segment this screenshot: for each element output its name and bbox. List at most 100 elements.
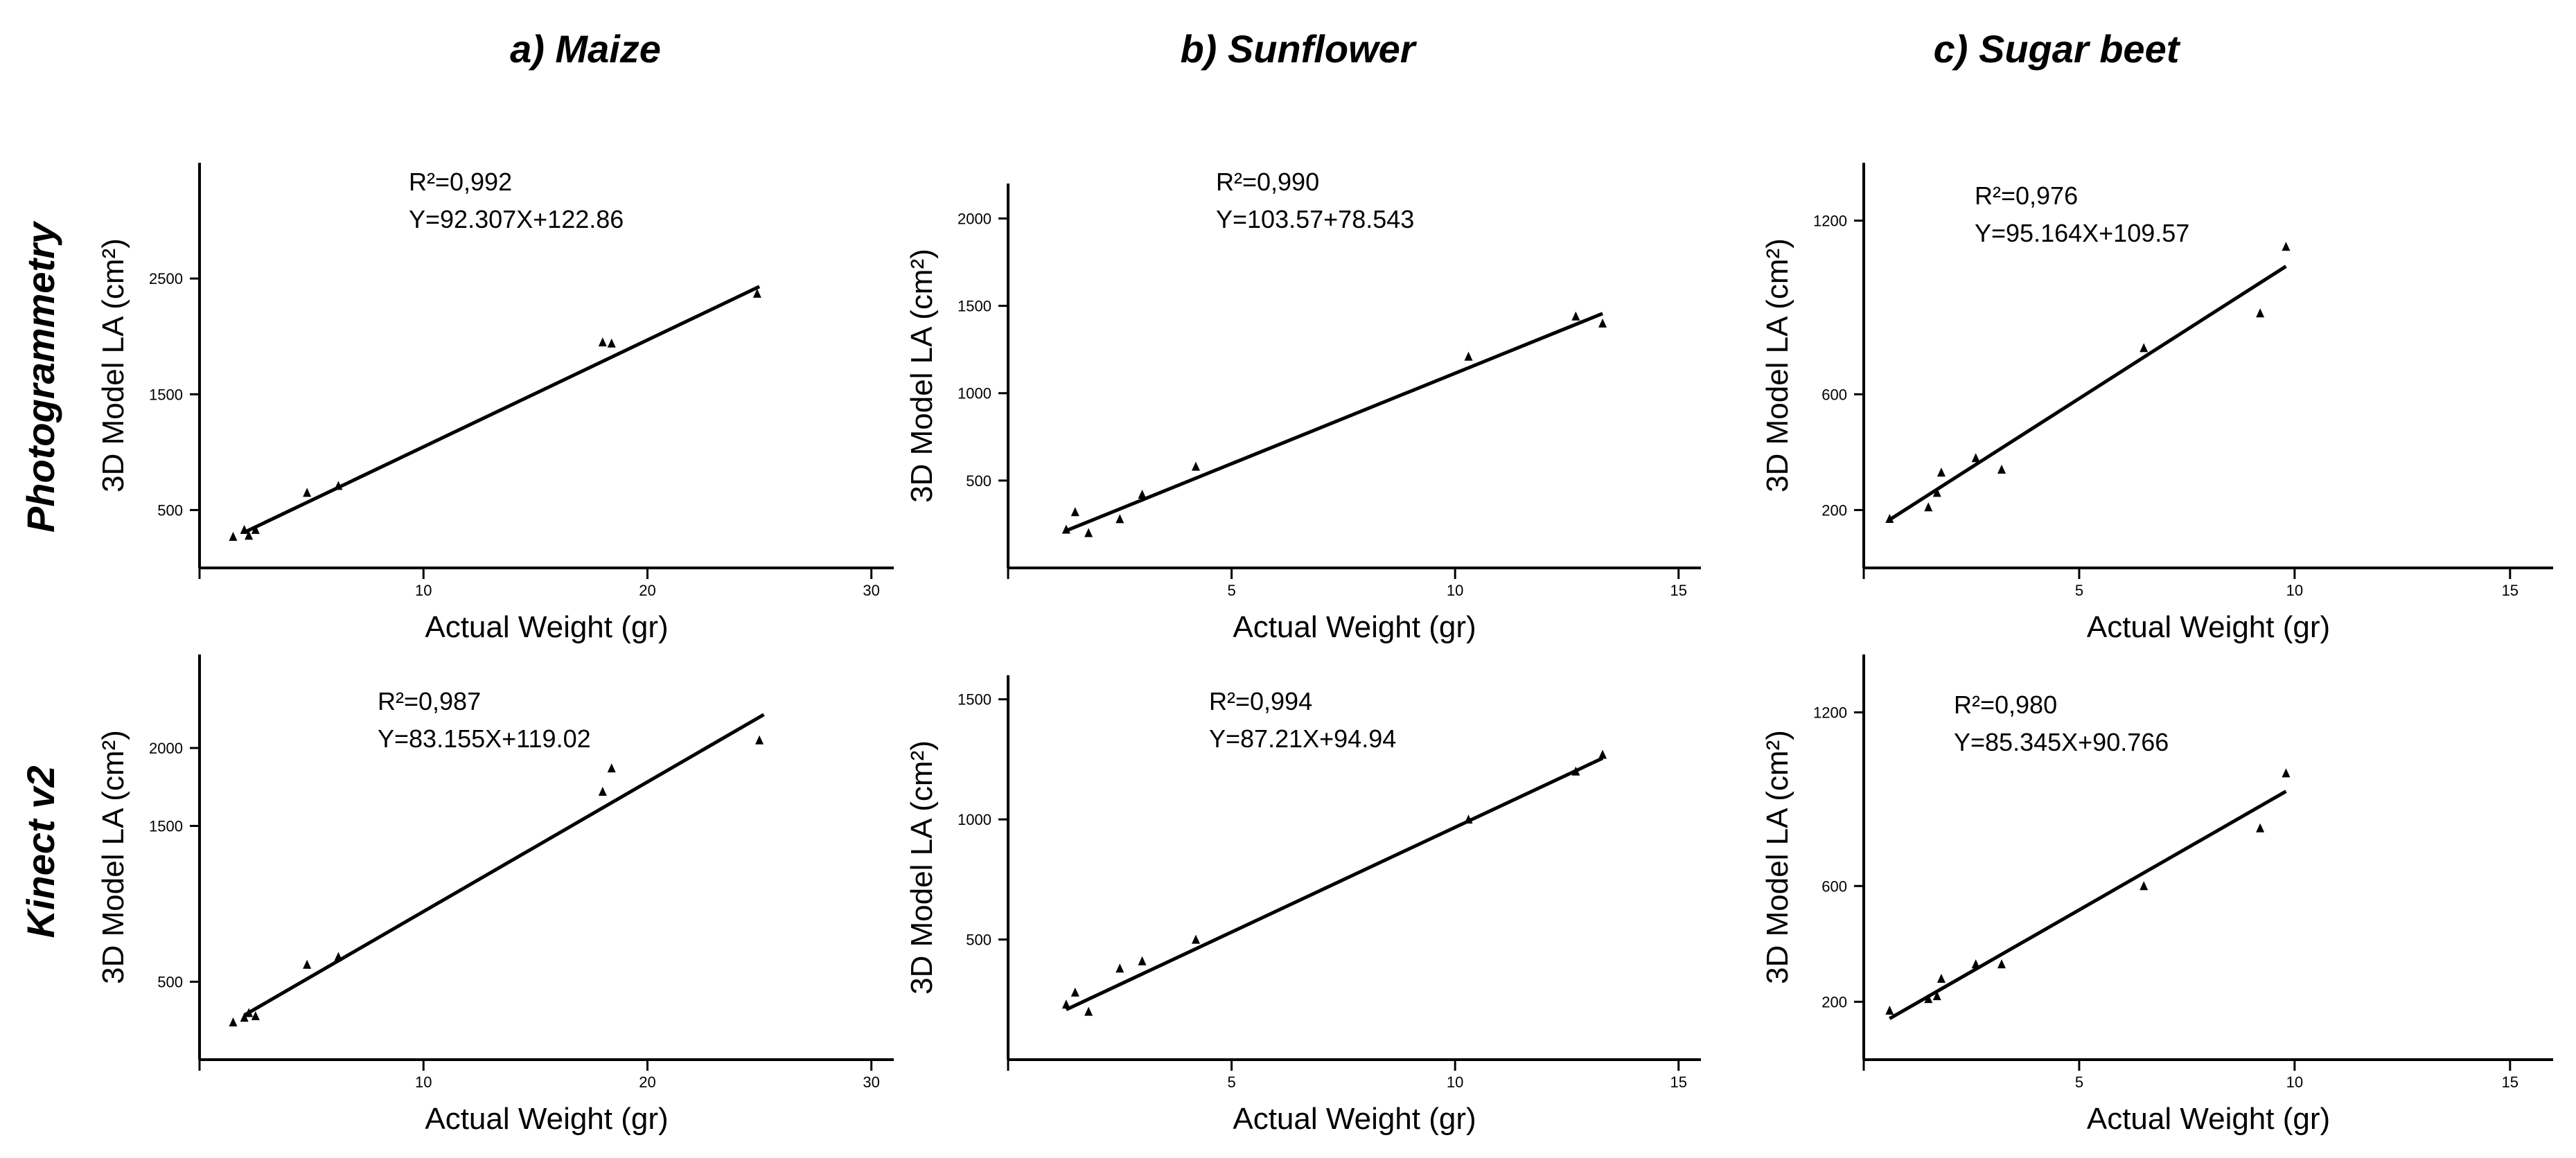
data-point bbox=[1191, 934, 1200, 944]
data-point bbox=[1061, 999, 1070, 1009]
r-squared-label: R²=0,990 bbox=[1216, 168, 1319, 196]
data-point bbox=[1115, 963, 1124, 973]
data-point bbox=[1932, 488, 1941, 497]
x-tick-label: 10 bbox=[415, 1074, 432, 1091]
panel-sunflower-photogrammetry: 5 10 15 500 1000 1500 2000 Actual Weight (gr) 3D… bbox=[905, 168, 1701, 644]
equation-label: Y=95.164X+109.57 bbox=[1975, 219, 2189, 247]
data-point bbox=[1138, 956, 1147, 965]
x-axis-label: Actual Weight (gr) bbox=[425, 1102, 668, 1136]
r-squared-label: R²=0,994 bbox=[1209, 687, 1312, 715]
y-axis-label: 3D Model LA (cm²) bbox=[1761, 730, 1794, 984]
data-point bbox=[303, 959, 312, 969]
data-point bbox=[1971, 959, 1980, 969]
y-tick-label: 1500 bbox=[149, 386, 183, 403]
data-point bbox=[1571, 311, 1580, 321]
data-point bbox=[1997, 464, 2006, 474]
equation-label: Y=103.57+78.543 bbox=[1216, 205, 1414, 233]
x-tick-label: 30 bbox=[863, 1074, 879, 1091]
x-tick-label: 15 bbox=[1670, 582, 1686, 599]
data-point bbox=[1084, 1006, 1093, 1016]
data-point bbox=[1061, 524, 1070, 534]
x-tick-label: 5 bbox=[2075, 582, 2083, 599]
x-axis-label: Actual Weight (gr) bbox=[425, 610, 668, 644]
r-squared-label: R²=0,987 bbox=[378, 687, 481, 715]
y-tick-label: 500 bbox=[966, 932, 991, 949]
panels: 10 20 30 500 1500 2500 Actual Weight (gr) 3D Mo… bbox=[96, 163, 2553, 1136]
x-tick-label: 5 bbox=[2075, 1074, 2083, 1091]
equation-label: Y=92.307X+122.86 bbox=[409, 205, 624, 233]
y-tick-label: 500 bbox=[157, 974, 183, 991]
regression-line bbox=[1889, 790, 2287, 1020]
regression-line bbox=[1065, 756, 1604, 1012]
row-titles: Photogrammetry Kinect v2 bbox=[19, 220, 62, 938]
column-title-sunflower: b) Sunflower bbox=[1180, 27, 1417, 71]
data-point bbox=[1070, 507, 1079, 517]
y-axis-label: 3D Model LA (cm²) bbox=[96, 730, 130, 984]
y-tick-label: 2000 bbox=[958, 210, 991, 227]
y-axis-label: 3D Model LA (cm²) bbox=[905, 740, 939, 995]
data-point bbox=[598, 337, 607, 347]
data-point bbox=[240, 524, 249, 534]
y-tick-label: 600 bbox=[1821, 878, 1847, 895]
equation-label: Y=85.345X+90.766 bbox=[1954, 728, 2169, 756]
y-tick-label: 1500 bbox=[958, 298, 991, 315]
panel-sugar-beet-kinect-v2: 5 10 15 200 600 1200 Actual Weight (gr) 3D Mode… bbox=[1761, 654, 2553, 1136]
data-point bbox=[245, 531, 254, 540]
panel-sugar-beet-photogrammetry: 5 10 15 200 600 1200 Actual Weight (gr) 3D Mode… bbox=[1761, 163, 2553, 644]
regression-line bbox=[243, 713, 765, 1017]
data-point bbox=[1932, 991, 1941, 1001]
equation-label: Y=87.21X+94.94 bbox=[1209, 724, 1396, 753]
y-tick-label: 200 bbox=[1821, 993, 1847, 1010]
panel-maize-photogrammetry: 10 20 30 500 1500 2500 Actual Weight (gr) 3D Mo… bbox=[96, 163, 894, 644]
data-point bbox=[1997, 959, 2006, 969]
regression-line bbox=[1065, 312, 1604, 533]
data-point bbox=[229, 1017, 238, 1026]
data-point bbox=[1464, 814, 1473, 824]
y-tick-label: 2500 bbox=[149, 270, 183, 287]
data-point bbox=[303, 488, 312, 497]
equation-label: Y=83.155X+119.02 bbox=[378, 724, 591, 753]
y-axis-label: 3D Model LA (cm²) bbox=[905, 249, 939, 503]
y-tick-label: 1000 bbox=[958, 811, 991, 828]
y-tick-label: 200 bbox=[1821, 501, 1847, 519]
data-point bbox=[1115, 514, 1124, 524]
data-point bbox=[1191, 461, 1200, 471]
data-point bbox=[1070, 987, 1079, 997]
y-tick-label: 1500 bbox=[149, 818, 183, 835]
data-point bbox=[607, 338, 616, 348]
data-point bbox=[1598, 318, 1607, 328]
data-point bbox=[2256, 823, 2265, 832]
data-point bbox=[1138, 490, 1147, 499]
x-axis-label: Actual Weight (gr) bbox=[2087, 610, 2330, 644]
data-point bbox=[251, 524, 260, 534]
data-point bbox=[245, 1008, 254, 1017]
x-tick-label: 15 bbox=[2502, 582, 2518, 599]
data-point bbox=[598, 787, 607, 796]
x-tick-label: 20 bbox=[639, 582, 655, 599]
x-tick-label: 10 bbox=[2286, 1074, 2303, 1091]
data-point bbox=[2256, 308, 2265, 318]
data-point bbox=[752, 288, 761, 298]
x-tick-label: 15 bbox=[2502, 1074, 2518, 1091]
x-tick-label: 10 bbox=[1447, 1074, 1463, 1091]
data-point bbox=[1885, 1005, 1894, 1015]
x-tick-label: 20 bbox=[639, 1074, 655, 1091]
data-point bbox=[2282, 768, 2291, 778]
y-tick-label: 1500 bbox=[958, 691, 991, 709]
data-point bbox=[1924, 502, 1933, 512]
data-point bbox=[1924, 994, 1933, 1004]
r-squared-label: R²=0,976 bbox=[1975, 181, 2078, 210]
r-squared-label: R²=0,992 bbox=[409, 168, 512, 196]
y-tick-label: 1000 bbox=[958, 385, 991, 402]
x-tick-label: 10 bbox=[415, 582, 432, 599]
y-tick-label: 500 bbox=[157, 501, 183, 519]
y-axis-label: 3D Model LA (cm²) bbox=[96, 238, 130, 492]
data-point bbox=[1571, 766, 1580, 776]
regression-line bbox=[243, 285, 761, 534]
x-tick-label: 30 bbox=[863, 582, 879, 599]
column-title-maize: a) Maize bbox=[510, 27, 661, 71]
row-title-photogrammetry: Photogrammetry bbox=[19, 220, 62, 533]
data-point bbox=[240, 1013, 249, 1022]
x-axis-label: Actual Weight (gr) bbox=[2087, 1102, 2330, 1136]
